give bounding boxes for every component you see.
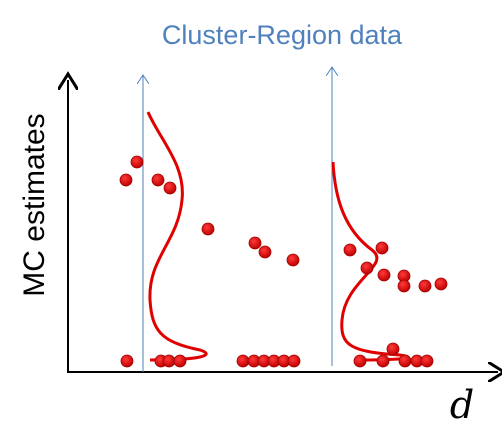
density-curves <box>146 111 410 362</box>
point <box>173 354 187 368</box>
point <box>130 155 144 169</box>
point <box>236 354 250 368</box>
point <box>398 354 412 368</box>
point <box>397 279 411 293</box>
point <box>418 279 432 293</box>
point <box>258 245 272 259</box>
point <box>162 354 176 368</box>
point <box>386 342 400 356</box>
title: Cluster-Region data <box>162 20 403 50</box>
point <box>286 253 300 267</box>
point <box>420 354 434 368</box>
point <box>360 261 374 275</box>
point <box>151 173 165 187</box>
point <box>120 354 134 368</box>
density-curve <box>146 111 208 362</box>
point <box>377 268 391 282</box>
point <box>163 181 177 195</box>
points <box>119 155 448 368</box>
region-markers <box>143 68 332 372</box>
point <box>375 241 389 255</box>
x-axis-label: d <box>450 383 474 421</box>
point <box>353 354 367 368</box>
density-curve <box>331 161 410 362</box>
point <box>376 354 390 368</box>
point <box>434 277 448 291</box>
y-axis-label: MC estimates <box>18 113 51 296</box>
axes <box>67 80 498 373</box>
point <box>248 236 262 250</box>
point <box>201 222 215 236</box>
point <box>287 354 301 368</box>
point <box>343 243 357 257</box>
point <box>119 173 133 187</box>
